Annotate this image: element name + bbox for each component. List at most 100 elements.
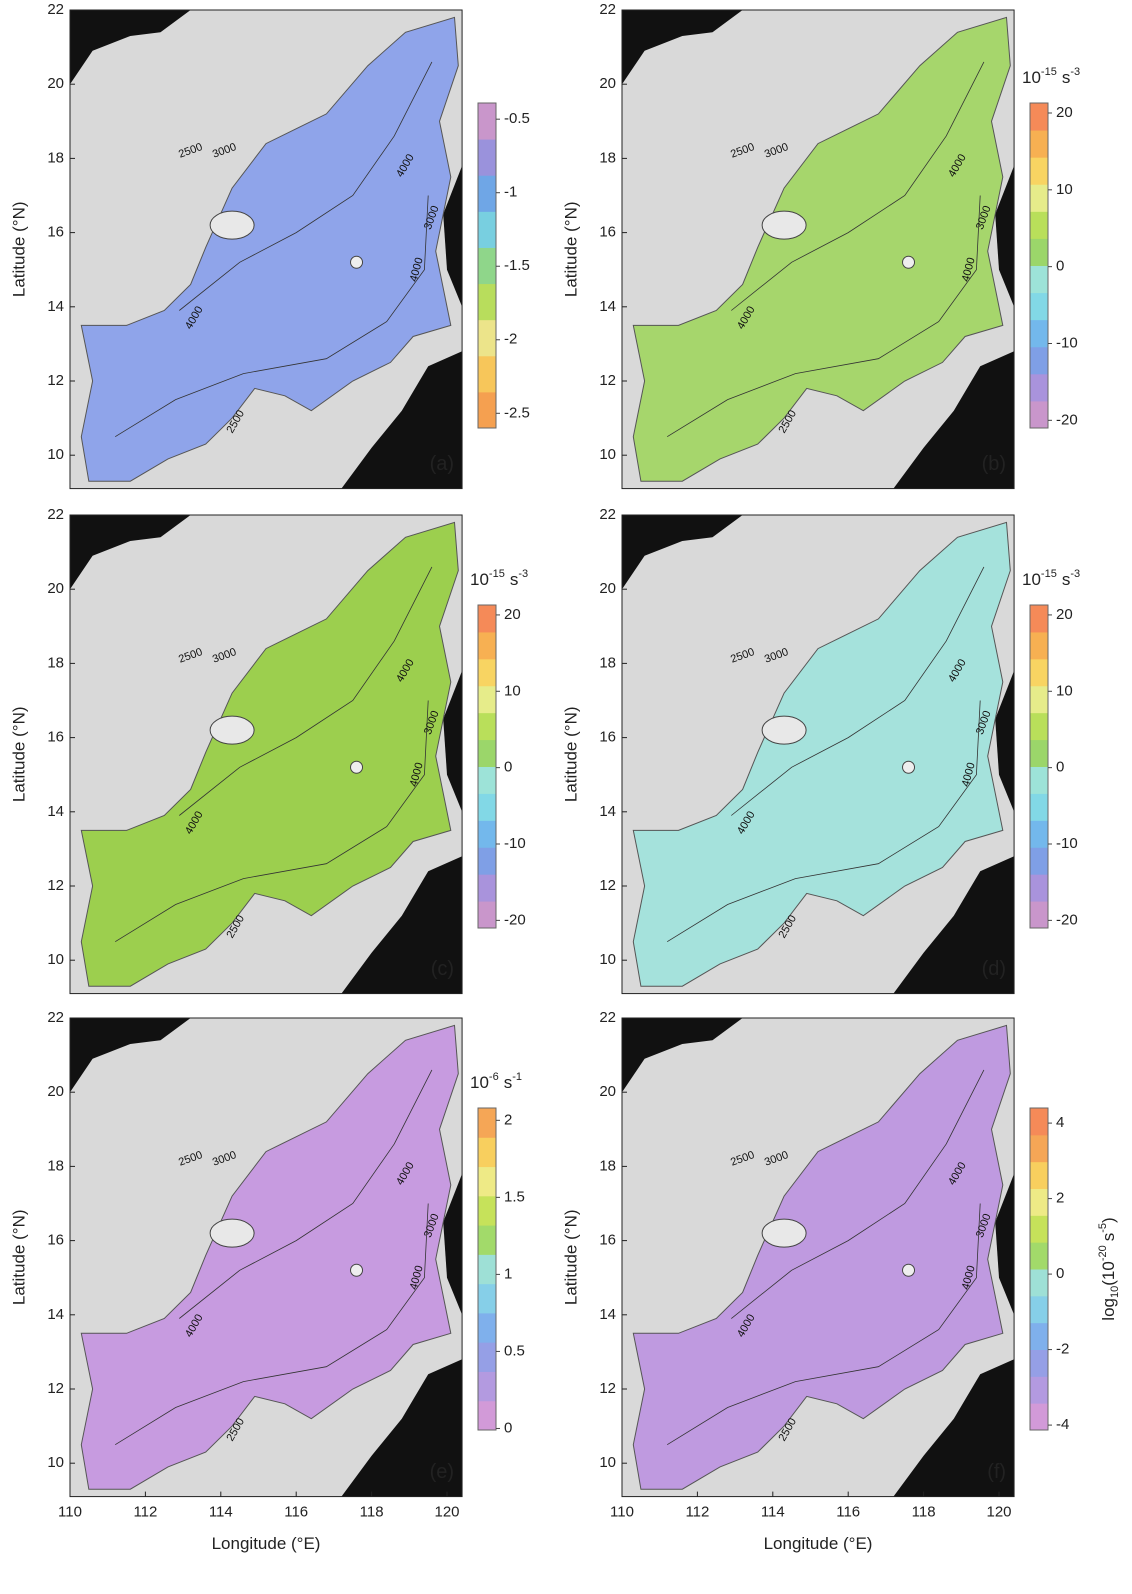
x-tick-label: 116 <box>836 1504 860 1521</box>
colorbar-segment <box>478 605 496 632</box>
unit-exponent: -1 <box>512 1071 522 1083</box>
unit-exponent: -6 <box>489 1071 499 1083</box>
colorbar-segment <box>1030 1350 1048 1377</box>
x-tick-label: 116 <box>284 1504 308 1521</box>
colorbar-tick-label: -10 <box>504 835 526 852</box>
colorbar-segment <box>1030 184 1048 212</box>
colorbar-tick-label: -2 <box>1056 1341 1069 1358</box>
island <box>210 211 254 239</box>
y-tick-label: 14 <box>47 1306 64 1323</box>
x-tick-label: 114 <box>209 1504 233 1521</box>
colorbar-tick-label: 0 <box>504 1419 512 1436</box>
colorbar-segment <box>1030 374 1048 402</box>
colorbar-segment <box>478 284 496 321</box>
colorbar-segment <box>478 713 496 740</box>
colorbar-tick-label: 1 <box>504 1265 512 1282</box>
y-tick-label: 22 <box>599 1009 616 1026</box>
unit-text: 10 <box>470 1073 489 1092</box>
colorbar-segment <box>1030 1162 1048 1189</box>
y-tick-label: 10 <box>599 951 616 968</box>
y-axis-label: Latitude (°N) <box>561 1209 580 1305</box>
colorbar-segment <box>1030 401 1048 429</box>
colorbar-tick-label: 0 <box>1056 759 1064 776</box>
y-tick-label: 16 <box>47 224 64 241</box>
colorbar-tick-label: -10 <box>1056 334 1078 351</box>
y-tick-label: 12 <box>47 877 64 894</box>
colorbar-segment <box>1030 1242 1048 1269</box>
island <box>210 1219 254 1247</box>
colorbar-tick-label: -20 <box>504 911 526 928</box>
colorbar-segment <box>1030 1296 1048 1323</box>
island <box>351 761 363 773</box>
colorbar-segment <box>478 740 496 767</box>
colorbar-segment <box>1030 847 1048 874</box>
y-tick-label: 14 <box>599 803 616 820</box>
colorbar-segment <box>1030 686 1048 713</box>
y-tick-label: 14 <box>599 298 616 315</box>
y-tick-label: 12 <box>47 1380 64 1397</box>
y-tick-label: 14 <box>599 1306 616 1323</box>
y-tick-label: 20 <box>47 75 64 92</box>
unit-exponent: -15 <box>489 568 505 580</box>
colorbar-segment <box>478 211 496 248</box>
unit-exponent: -3 <box>1070 66 1080 78</box>
colorbar-segment <box>478 1196 496 1226</box>
colorbar-segment <box>478 767 496 794</box>
colorbar-segment <box>1030 901 1048 928</box>
colorbar-segment <box>1030 103 1048 131</box>
colorbar-tick-label: 2 <box>504 1111 512 1128</box>
colorbar-tick-label: 0 <box>1056 258 1064 275</box>
y-axis-label: Latitude (°N) <box>9 201 28 297</box>
colorbar-segment <box>1030 740 1048 767</box>
y-tick-label: 10 <box>599 1454 616 1471</box>
colorbar-segment <box>1030 1403 1048 1430</box>
y-tick-label: 20 <box>599 1083 616 1100</box>
y-tick-label: 16 <box>599 1232 616 1249</box>
colorbar-segment <box>1030 130 1048 158</box>
colorbar-tick-label: -20 <box>1056 411 1078 428</box>
colorbar-segment <box>478 847 496 874</box>
colorbar-tick-label: -1.5 <box>504 257 530 274</box>
panel-label: (f) <box>987 1461 1006 1483</box>
colorbar-segment <box>1030 767 1048 794</box>
colorbar-segment <box>478 356 496 393</box>
y-tick-label: 10 <box>47 951 64 968</box>
y-tick-label: 22 <box>47 506 64 523</box>
colorbar-tick-label: 0 <box>504 759 512 776</box>
unit-text: 10 <box>1022 570 1041 589</box>
colorbar-segment <box>478 1137 496 1167</box>
colorbar-tick-label: 10 <box>504 682 521 699</box>
colorbar-segment <box>478 103 496 140</box>
figure: 2500300040003000400040002500(a)101214161… <box>0 0 1132 1594</box>
y-tick-label: 10 <box>599 446 616 463</box>
colorbar-segment <box>478 659 496 686</box>
colorbar-segment <box>478 901 496 928</box>
colorbar-segment <box>1030 1323 1048 1350</box>
colorbar-segment <box>478 793 496 820</box>
island <box>210 716 254 744</box>
colorbar-segment <box>478 686 496 713</box>
colorbar-tick-label: 20 <box>1056 606 1073 623</box>
y-axis-label: Latitude (°N) <box>561 201 580 297</box>
island <box>351 1264 363 1276</box>
unit-exponent: -3 <box>1070 568 1080 580</box>
unit-text: log <box>1099 1298 1118 1321</box>
y-tick-label: 22 <box>599 506 616 523</box>
colorbar-tick-label: 0.5 <box>504 1342 525 1359</box>
y-tick-label: 10 <box>47 1454 64 1471</box>
island <box>762 211 806 239</box>
unit-subscript: 10 <box>1109 1286 1121 1298</box>
y-tick-label: 20 <box>47 1083 64 1100</box>
y-tick-label: 12 <box>599 1380 616 1397</box>
y-axis-label: Latitude (°N) <box>561 706 580 802</box>
x-tick-label: 120 <box>434 1504 459 1521</box>
colorbar-tick-label: -4 <box>1056 1416 1069 1433</box>
y-axis-label: Latitude (°N) <box>9 1209 28 1305</box>
colorbar-tick-label: -0.5 <box>504 110 530 127</box>
x-tick-label: 120 <box>986 1504 1011 1521</box>
colorbar-tick-label: 1.5 <box>504 1188 525 1205</box>
colorbar-segment <box>478 320 496 357</box>
y-tick-label: 16 <box>599 729 616 746</box>
